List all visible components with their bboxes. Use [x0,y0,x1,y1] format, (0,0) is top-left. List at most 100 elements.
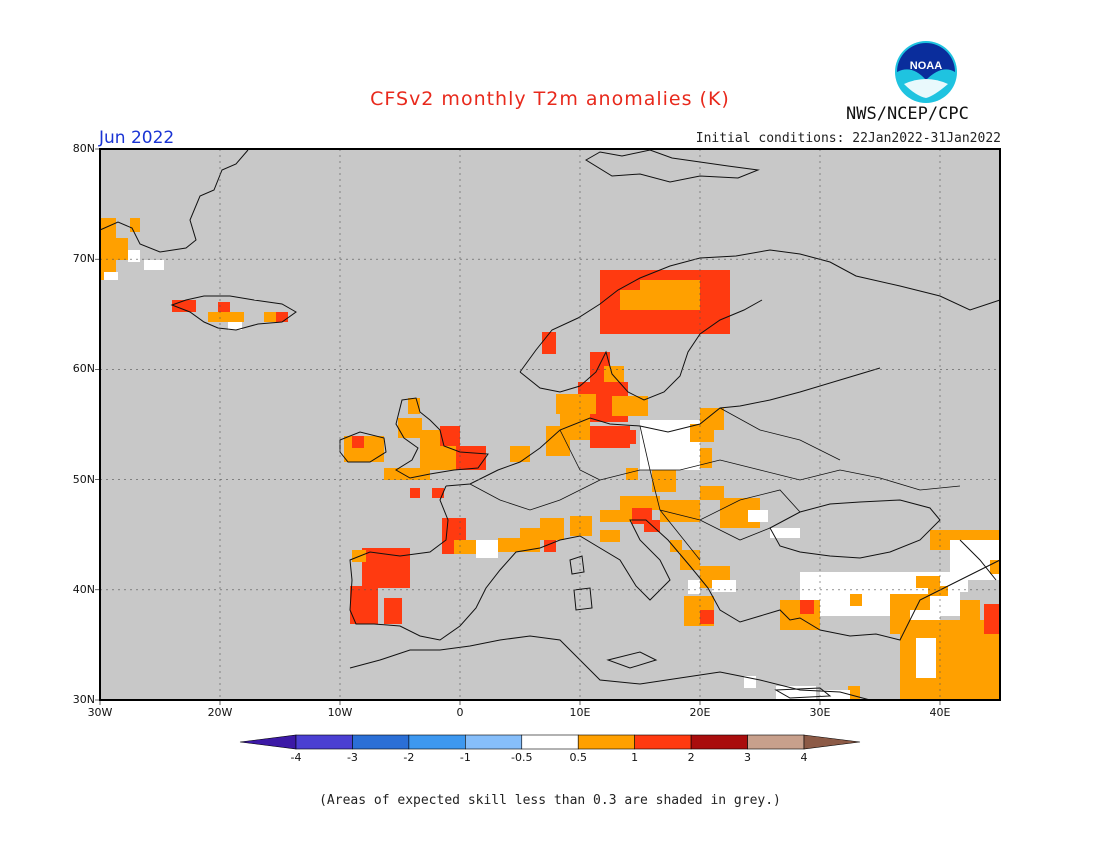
noaa-logo-text: NOAA [910,60,942,72]
colorbar-label: 4 [800,751,808,764]
anomaly-cell [656,438,696,468]
colorbar-label: -0.5 [511,751,533,764]
anomaly-cell [432,488,444,498]
anomaly-cell [276,312,288,322]
colorbar-label: 0.5 [569,751,587,764]
anomaly-cell [476,540,498,558]
anomaly-cells [100,218,1000,700]
anomaly-cell [652,470,676,492]
graticule [95,148,1000,705]
anomaly-cell [948,580,968,592]
lat-label: 30N [72,693,95,706]
anomaly-cell [352,436,364,448]
anomaly-cell [660,500,700,522]
map-background [100,149,1000,700]
anomaly-cell [104,272,118,280]
lat-label: 50N [72,472,95,486]
colorbar-box [690,734,748,750]
colorbar-label: -4 [290,751,302,764]
anomaly-cell [612,396,648,416]
lat-label: 80N [72,142,95,155]
anomaly-cell [670,540,682,552]
anomaly-cell [456,446,486,470]
anomaly-cell [130,218,140,232]
lon-label: 20W [207,706,233,719]
anomaly-cell [398,418,422,438]
anomaly-cell [688,580,700,594]
anomaly-cell [350,586,378,624]
anomaly-cell [690,424,714,442]
lon-label: 30E [809,706,831,719]
anomaly-cell [228,322,242,330]
anomaly-cell [520,528,540,552]
anomaly-cell [600,510,640,522]
lat-label: 70N [72,252,95,266]
anomaly-cell [384,468,430,480]
anomaly-cell [362,548,410,588]
skill-note: (Areas of expected skill less than 0.3 a… [319,793,781,808]
anomaly-cell [748,510,768,522]
anomaly-cell [970,530,1000,540]
colorbar-box [295,734,353,750]
colorbar-min-triangle [239,734,297,750]
colorbar-label: 1 [631,751,639,764]
colorbar-box [465,734,523,750]
colorbar-label: 3 [744,751,752,764]
anomaly-cell [218,302,230,312]
anomaly-cell [116,238,128,260]
anomaly-cell [916,576,940,588]
anomaly-cell [770,528,800,538]
agency-label: NWS/NCEP/CPC [846,104,969,124]
colorbar-label: -1 [459,751,471,764]
lon-label: 10E [569,706,591,719]
colorbar-box [408,734,466,750]
anomaly-cell [560,410,590,440]
lon-label: 40E [929,706,951,719]
anomaly-cell [128,250,140,262]
anomaly-cell [700,610,714,624]
noaa-logo: NOAA [895,41,957,103]
colorbar-box [521,734,579,750]
anomaly-cell [208,312,244,322]
anomaly-cell [600,530,620,542]
anomaly-cell [626,468,638,480]
colorbar-label: -2 [403,751,415,764]
anomaly-cell [510,446,530,462]
anomaly-cell [264,312,276,322]
colorbar-label: 2 [687,751,695,764]
colorbar-box [352,734,410,750]
anomaly-cell [960,600,980,620]
anomaly-cell [640,280,700,310]
anomaly-cell [680,550,700,570]
lon-label: 20E [689,706,711,719]
colorbar-label: -3 [346,751,358,764]
anomaly-cell [542,332,556,354]
anomaly-cell [620,290,640,310]
lat-label: 60N [72,362,95,376]
anomaly-cell [712,580,736,592]
anomaly-cell [850,594,862,606]
colorbar-box [747,734,805,750]
colorbar [239,734,861,750]
anomaly-cell [384,598,402,624]
chart-title: CFSv2 monthly T2m anomalies (K) [370,88,730,110]
anomaly-cell [440,426,460,446]
anomaly-cell [556,394,596,414]
anomaly-cell [800,600,814,614]
lon-label: 0 [456,706,464,719]
lon-label: 30W [87,706,113,719]
anomaly-cell [570,516,592,536]
initial-conditions: Initial conditions: 22Jan2022-31Jan2022 [695,131,1001,146]
anomaly-cell [700,486,724,500]
anomaly-cell [454,540,478,554]
map-frame [99,148,1001,701]
coastlines [99,149,1001,701]
anomaly-cell [916,638,936,678]
anomaly-cell [990,560,1000,574]
anomaly-cell [144,260,164,270]
lat-label: 40N [72,582,95,596]
colorbar-box [634,734,692,750]
anomaly-cell [618,430,636,444]
anomaly-cell [410,488,420,498]
